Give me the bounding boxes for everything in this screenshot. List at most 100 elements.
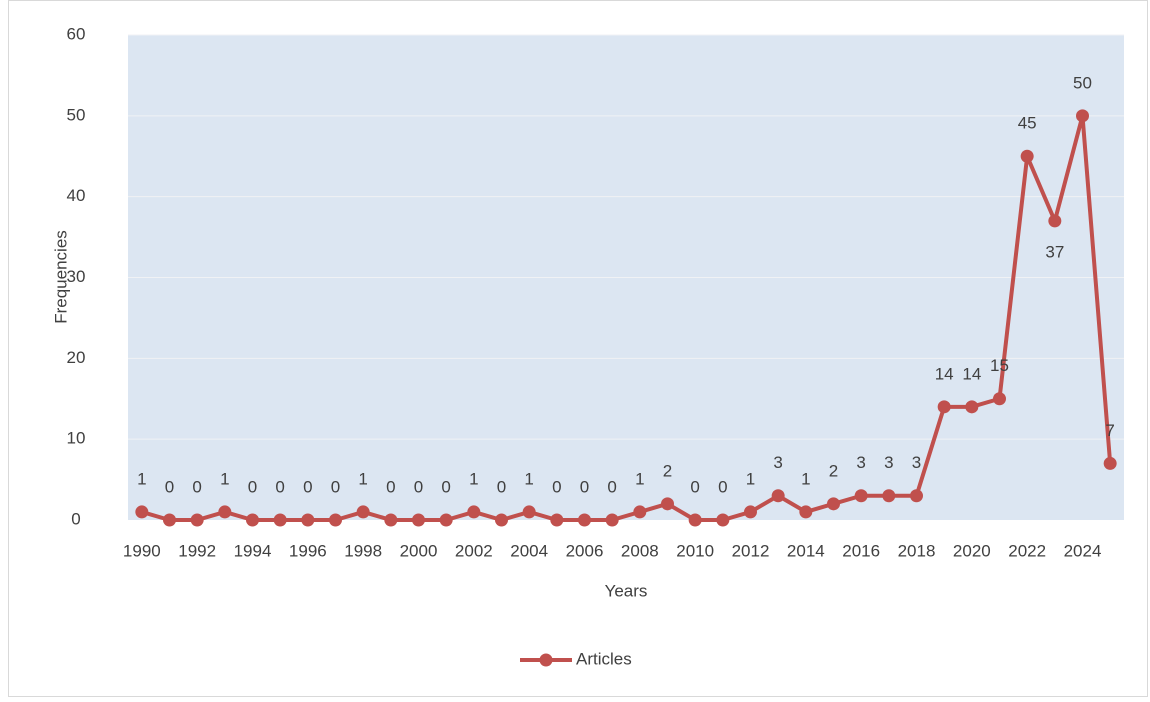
x-tick-label: 2006 xyxy=(566,541,604,560)
data-label: 0 xyxy=(718,477,727,496)
x-tick-label: 2016 xyxy=(842,541,880,560)
marker xyxy=(1103,456,1117,470)
data-label: 0 xyxy=(165,477,174,496)
x-tick-label: 2014 xyxy=(787,541,825,560)
data-label: 1 xyxy=(524,469,533,488)
x-tick-label: 1994 xyxy=(234,541,272,560)
marker xyxy=(439,513,453,527)
y-tick-label: 50 xyxy=(67,105,86,124)
marker xyxy=(135,505,149,519)
x-tick-label: 1990 xyxy=(123,541,161,560)
marker xyxy=(301,513,315,527)
data-label: 1 xyxy=(635,469,644,488)
marker xyxy=(412,513,425,527)
data-label: 1 xyxy=(801,469,810,488)
data-label: 0 xyxy=(414,477,423,496)
data-label: 2 xyxy=(663,461,672,480)
marker xyxy=(688,513,702,527)
marker xyxy=(827,497,840,511)
marker xyxy=(273,513,287,527)
marker xyxy=(578,513,591,527)
x-tick-label: 2000 xyxy=(400,541,438,560)
data-label: 50 xyxy=(1073,73,1092,92)
data-label: 0 xyxy=(441,477,450,496)
marker xyxy=(910,489,923,503)
marker xyxy=(771,489,785,503)
data-label: 1 xyxy=(358,469,367,488)
x-tick-label: 2008 xyxy=(621,541,659,560)
marker xyxy=(467,505,481,519)
x-tick-label: 2010 xyxy=(676,541,714,560)
data-label: 7 xyxy=(1105,421,1114,440)
marker xyxy=(495,513,508,527)
data-label: 1 xyxy=(469,469,478,488)
data-label: 0 xyxy=(331,477,340,496)
marker xyxy=(218,505,232,519)
y-tick-label: 30 xyxy=(67,267,86,286)
marker xyxy=(1020,149,1034,163)
y-tick-label: 10 xyxy=(67,429,86,448)
data-label: 0 xyxy=(497,477,506,496)
x-tick-label: 2020 xyxy=(953,541,991,560)
y-axis-label: Frequencies xyxy=(51,230,70,324)
data-label: 0 xyxy=(248,477,257,496)
data-label: 3 xyxy=(856,453,865,472)
x-tick-label: 1992 xyxy=(178,541,216,560)
data-label: 0 xyxy=(275,477,284,496)
data-label: 3 xyxy=(912,453,921,472)
marker xyxy=(246,513,259,527)
marker xyxy=(633,505,647,519)
marker xyxy=(550,513,564,527)
marker xyxy=(329,513,342,527)
marker xyxy=(882,489,896,503)
marker xyxy=(522,505,536,519)
data-label: 0 xyxy=(607,477,616,496)
y-tick-label: 40 xyxy=(67,186,86,205)
data-label: 1 xyxy=(220,469,229,488)
marker xyxy=(716,513,730,527)
marker xyxy=(937,400,951,414)
x-tick-label: 2022 xyxy=(1008,541,1046,560)
marker xyxy=(854,489,868,503)
data-label: 1 xyxy=(137,469,146,488)
legend-marker xyxy=(539,653,553,667)
legend-label: Articles xyxy=(576,649,632,668)
x-tick-label: 2004 xyxy=(510,541,548,560)
x-tick-label: 2012 xyxy=(732,541,770,560)
marker xyxy=(799,505,813,519)
marker xyxy=(605,513,619,527)
data-label: 2 xyxy=(829,461,838,480)
marker xyxy=(1076,109,1089,123)
marker xyxy=(965,400,979,414)
marker xyxy=(1048,214,1062,228)
data-label: 3 xyxy=(884,453,893,472)
marker xyxy=(384,513,398,527)
data-label: 45 xyxy=(1018,114,1037,133)
data-label: 0 xyxy=(690,477,699,496)
x-tick-label: 2002 xyxy=(455,541,493,560)
data-label: 37 xyxy=(1045,242,1064,261)
data-label: 1 xyxy=(746,469,755,488)
y-tick-label: 0 xyxy=(71,509,80,528)
x-tick-label: 1998 xyxy=(344,541,382,560)
marker xyxy=(356,505,370,519)
data-label: 0 xyxy=(192,477,201,496)
x-tick-label: 2024 xyxy=(1064,541,1102,560)
marker xyxy=(661,497,674,511)
data-label: 0 xyxy=(552,477,561,496)
marker xyxy=(163,513,176,527)
marker xyxy=(190,513,204,527)
data-label: 14 xyxy=(962,364,981,383)
y-tick-label: 60 xyxy=(67,24,86,43)
marker xyxy=(744,505,757,519)
data-label: 14 xyxy=(935,364,954,383)
x-tick-label: 2018 xyxy=(898,541,936,560)
data-label: 0 xyxy=(303,477,312,496)
data-label: 3 xyxy=(773,453,782,472)
marker xyxy=(993,392,1006,406)
y-tick-label: 20 xyxy=(67,348,86,367)
data-label: 0 xyxy=(386,477,395,496)
data-label: 15 xyxy=(990,356,1009,375)
x-tick-label: 1996 xyxy=(289,541,327,560)
